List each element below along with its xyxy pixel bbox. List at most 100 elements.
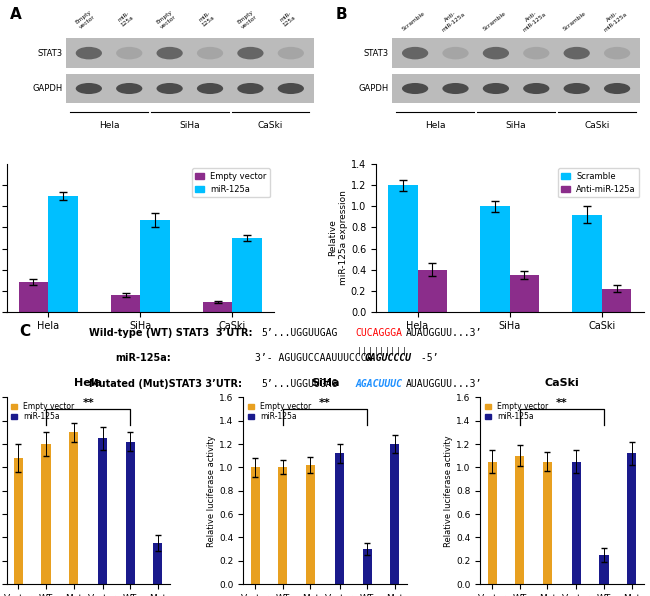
Text: Empty
vector: Empty vector [155,10,177,29]
Ellipse shape [157,47,183,60]
Ellipse shape [564,83,590,94]
Ellipse shape [443,83,469,94]
Bar [203,302,233,312]
Text: GAGUCCCU: GAGUCCCU [365,353,411,363]
Bar [251,467,260,584]
Ellipse shape [237,83,263,94]
Bar [488,461,497,584]
FancyBboxPatch shape [66,38,314,68]
Text: GAPDH: GAPDH [32,84,62,93]
Ellipse shape [278,83,304,94]
Text: CaSki: CaSki [584,121,610,130]
Text: **: ** [319,398,331,408]
Bar [363,549,372,584]
FancyBboxPatch shape [392,38,640,68]
Text: miR-
125a: miR- 125a [278,11,296,28]
Bar [510,275,539,312]
Text: 3’- AGUGUCCAAUUUCCCA: 3’- AGUGUCCAAUUUCCCA [255,353,372,363]
Y-axis label: Relative luciferase activity: Relative luciferase activity [207,435,216,547]
Text: Scramble: Scramble [482,11,507,32]
Bar [599,555,608,584]
Text: miR-
125a: miR- 125a [117,11,135,28]
Bar [515,456,525,584]
Text: Anti-
miR-125a: Anti- miR-125a [519,7,547,32]
Legend: Scramble, Anti-miR-125a: Scramble, Anti-miR-125a [558,169,640,197]
Ellipse shape [604,83,630,94]
Y-axis label: Relative
miR-125a expression: Relative miR-125a expression [329,191,348,285]
Title: CaSki: CaSki [545,378,579,388]
Text: A: A [10,7,21,23]
Bar [388,185,417,312]
Bar [153,543,162,584]
Bar [306,465,315,584]
Text: miR-125a:: miR-125a: [115,353,170,363]
Bar [233,238,262,312]
Text: B: B [336,7,348,23]
Text: Hela: Hela [99,121,120,130]
Text: Scramble: Scramble [401,11,426,32]
Ellipse shape [116,83,142,94]
Legend: Empty vector, miR-125a: Empty vector, miR-125a [10,401,75,422]
Legend: Empty vector, miR-125a: Empty vector, miR-125a [247,401,312,422]
Bar [69,432,78,584]
Text: Hela: Hela [425,121,445,130]
Text: |: | [357,347,361,356]
Text: |: | [374,347,378,356]
Text: SiHa: SiHa [179,121,200,130]
Bar [543,461,552,584]
Bar [14,458,23,584]
Text: |: | [402,347,406,356]
Text: STAT3: STAT3 [363,49,389,58]
Title: SiHa: SiHa [311,378,339,388]
Ellipse shape [75,83,102,94]
Ellipse shape [483,47,509,60]
Text: Scramble: Scramble [563,11,588,32]
Bar [390,444,399,584]
Ellipse shape [443,47,469,60]
Text: miR-
125a: miR- 125a [198,11,216,28]
Text: Wild-type (WT) STAT3  3’UTR:: Wild-type (WT) STAT3 3’UTR: [89,328,253,338]
Text: C: C [20,324,31,339]
Ellipse shape [402,83,428,94]
Text: SiHa: SiHa [506,121,526,130]
Text: GAPDH: GAPDH [358,84,389,93]
Text: STAT3: STAT3 [37,49,62,58]
Text: |: | [368,347,372,356]
Bar [98,438,107,584]
Text: |: | [379,347,384,356]
Bar [627,454,636,584]
Text: **: ** [556,398,567,408]
Text: 5’...UGGUUGAG: 5’...UGGUUGAG [261,379,338,389]
Bar [602,288,631,312]
Ellipse shape [523,83,549,94]
Text: Empty
vector: Empty vector [75,10,96,29]
Title: Hela: Hela [74,378,102,388]
Text: CUCAGGGA: CUCAGGGA [356,328,402,338]
Text: |: | [396,347,400,356]
Text: |: | [391,347,395,356]
Ellipse shape [402,47,428,60]
Text: AGACUUUC: AGACUUUC [356,379,402,389]
Text: |: | [385,347,389,356]
Legend: Empty vector, miR-125a: Empty vector, miR-125a [484,401,549,422]
Ellipse shape [483,83,509,94]
Ellipse shape [604,47,630,60]
Bar [48,196,77,312]
FancyBboxPatch shape [392,74,640,103]
Bar [335,454,344,584]
Text: **: ** [83,398,94,408]
Bar [19,282,48,312]
Y-axis label: Relative luciferase activity: Relative luciferase activity [445,435,453,547]
FancyBboxPatch shape [66,74,314,103]
Bar [125,442,135,584]
Text: AUAUGGUU...3’: AUAUGGUU...3’ [406,379,482,389]
Ellipse shape [157,83,183,94]
Text: Anti-
miR-125a: Anti- miR-125a [599,7,628,32]
Bar [417,269,447,312]
Ellipse shape [564,47,590,60]
Ellipse shape [197,47,223,60]
Bar [480,206,510,312]
Text: -5’: -5’ [415,353,438,363]
Ellipse shape [237,47,263,60]
Ellipse shape [75,47,102,60]
